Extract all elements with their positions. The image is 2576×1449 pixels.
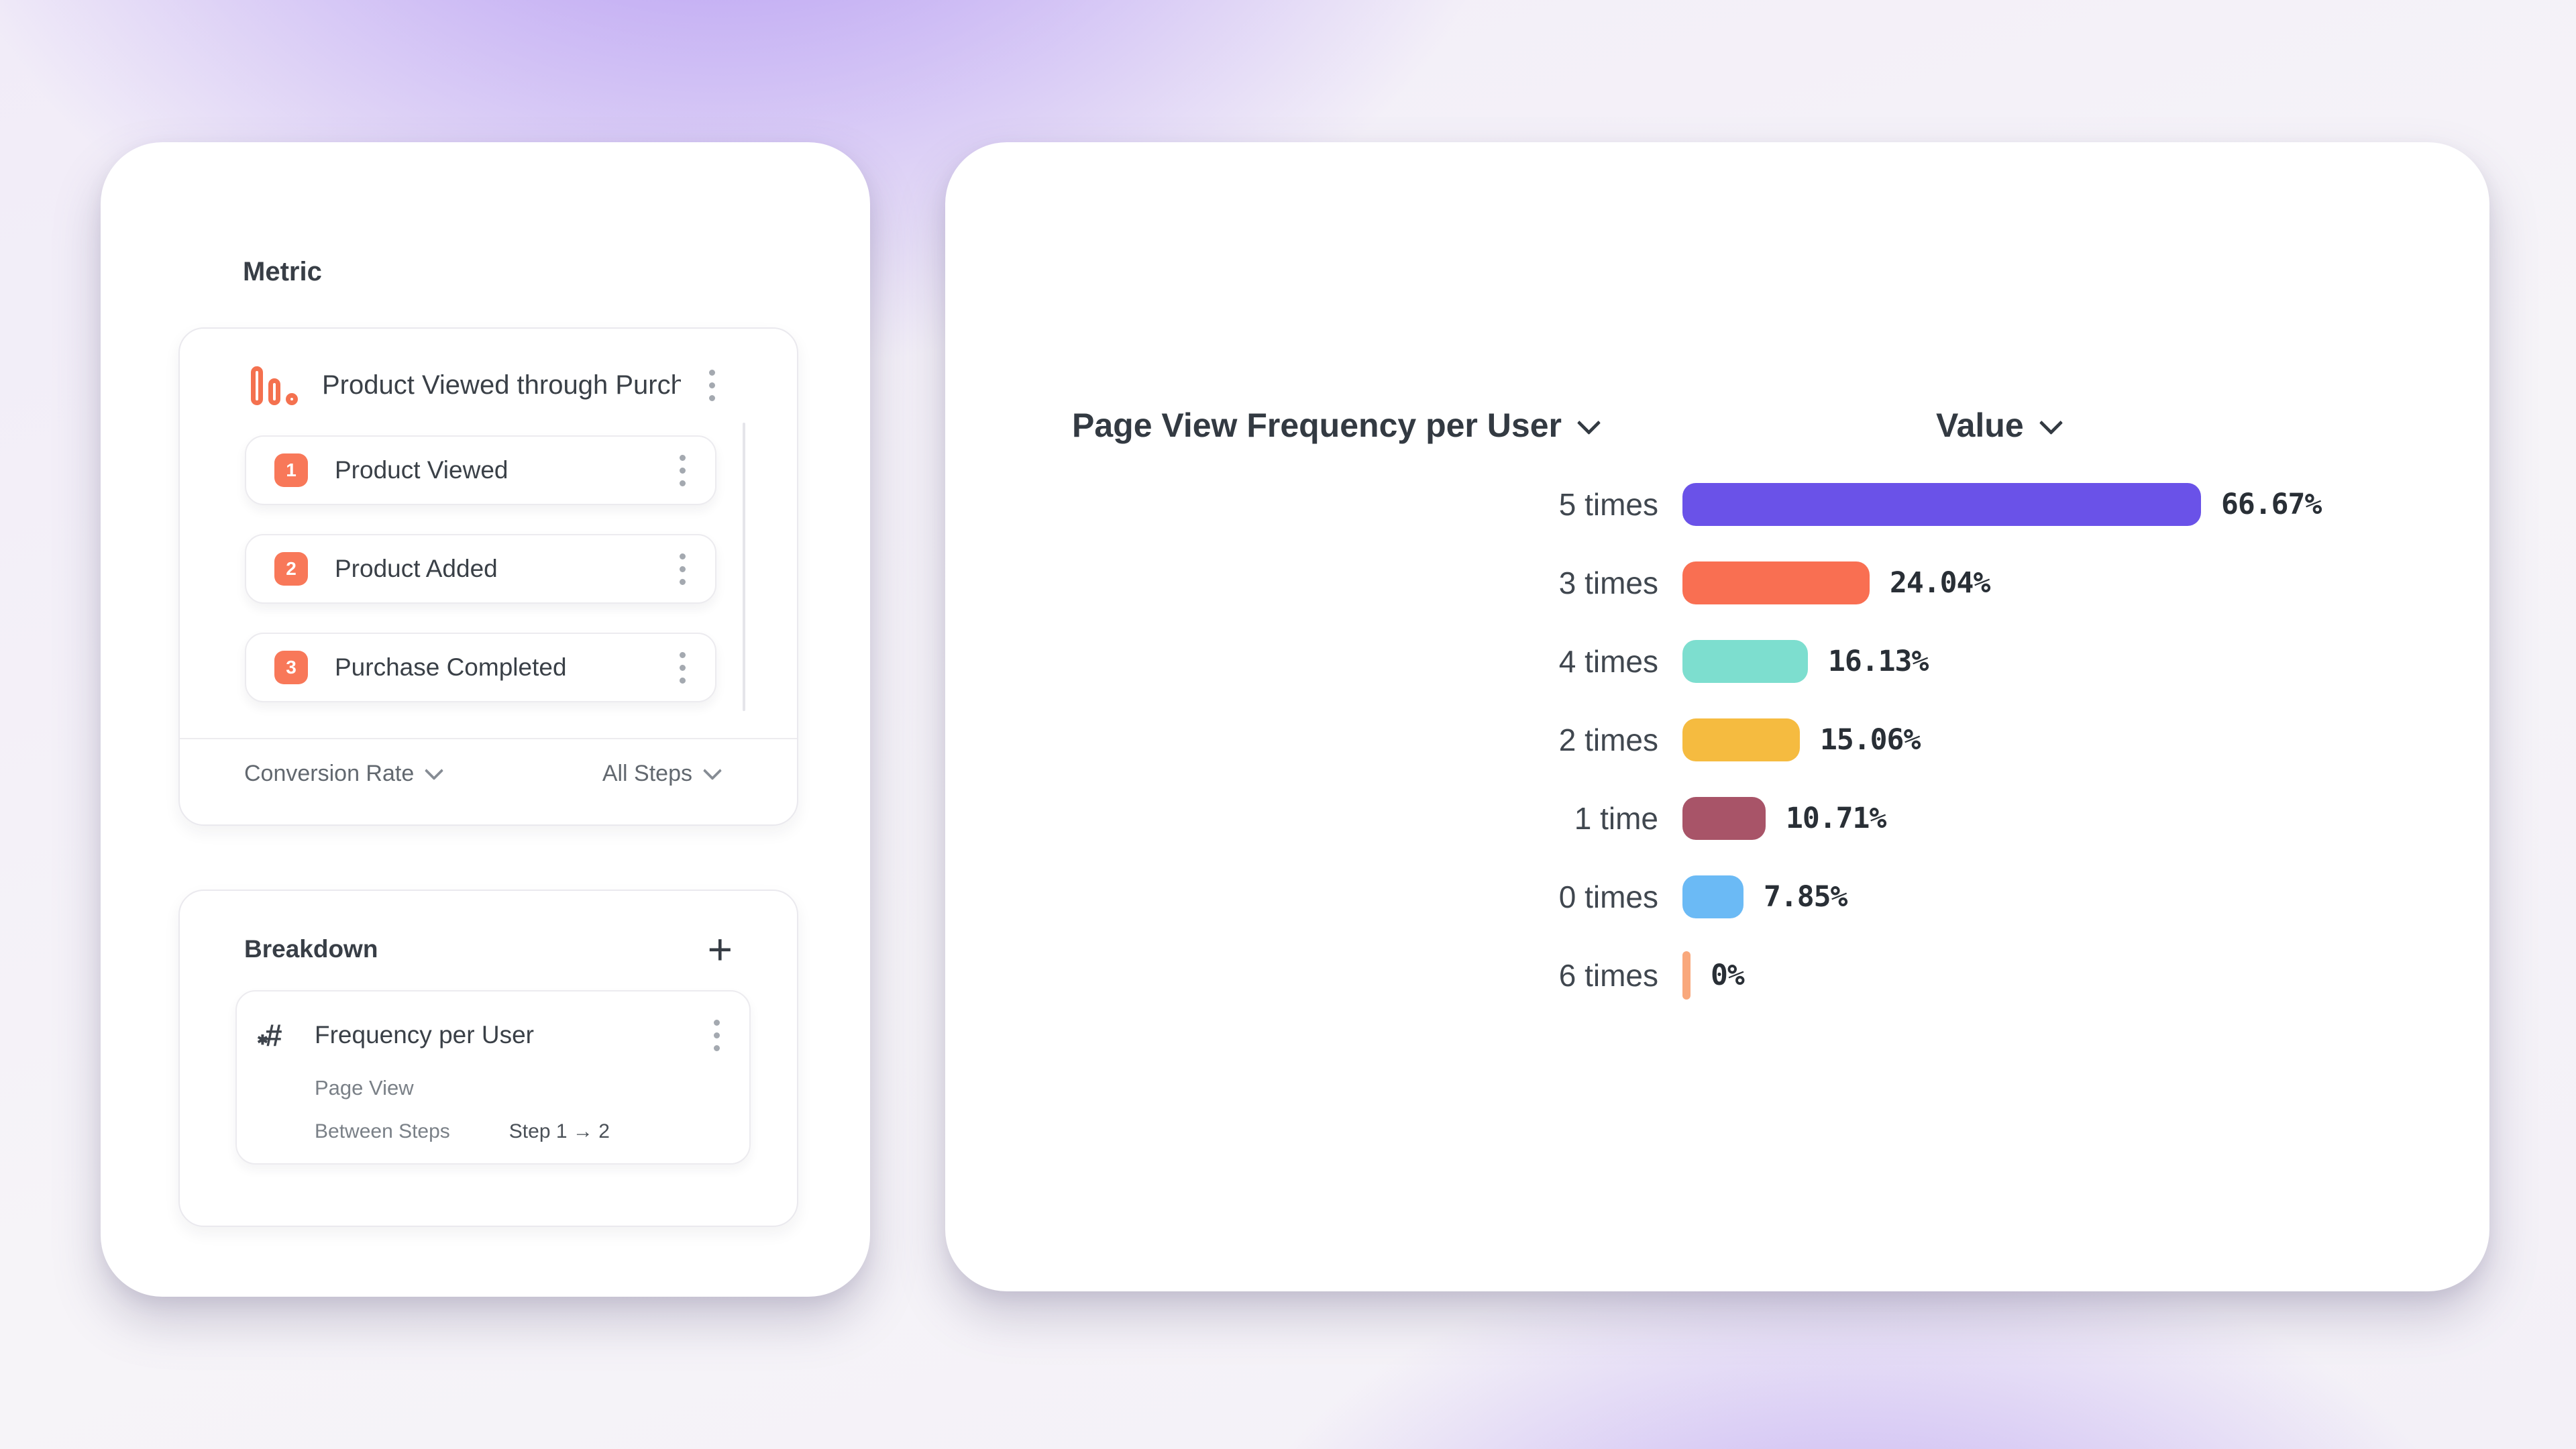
step-number-badge: 3 bbox=[274, 651, 308, 684]
chevron-down-icon bbox=[702, 761, 722, 781]
breakdown-property-row: # ✱ Frequency per User bbox=[257, 1010, 724, 1060]
category-label: 6 times bbox=[1558, 957, 1658, 993]
step-kebab-menu-icon[interactable] bbox=[676, 549, 690, 589]
step-label: Purchase Completed bbox=[335, 653, 567, 681]
value-label: 0% bbox=[1711, 958, 1745, 992]
value-label: 24.04% bbox=[1890, 566, 1990, 600]
metric-footer-divider bbox=[180, 738, 797, 739]
bar-chart: 5 times 66.67% 3 times 24.04% 4 times 16… bbox=[945, 465, 2489, 1014]
chart-row: 2 times 15.06% bbox=[945, 700, 2489, 779]
funnel-kebab-menu-icon[interactable] bbox=[705, 366, 719, 405]
chart-row: 0 times 7.85% bbox=[945, 857, 2489, 936]
breakdown-kebab-menu-icon[interactable] bbox=[710, 1016, 724, 1055]
value-label: 66.67% bbox=[2221, 487, 2322, 521]
funnel-step-2[interactable]: 2 Product Added bbox=[245, 534, 716, 604]
category-label: 1 time bbox=[1574, 800, 1658, 836]
breakdown-property-name: Frequency per User bbox=[315, 1021, 534, 1049]
category-label: 0 times bbox=[1558, 879, 1658, 914]
category-label: 4 times bbox=[1558, 643, 1658, 679]
chevron-down-icon bbox=[2039, 411, 2063, 435]
bar[interactable] bbox=[1682, 875, 1743, 918]
category-label: 2 times bbox=[1558, 722, 1658, 757]
step-number-badge: 2 bbox=[274, 552, 308, 586]
bar[interactable] bbox=[1682, 951, 1690, 1000]
steps-scrollbar[interactable] bbox=[743, 423, 745, 711]
bar[interactable] bbox=[1682, 639, 1808, 683]
step-range-value[interactable]: Step 1 → 2 bbox=[508, 1120, 610, 1142]
between-steps-label: Between Steps bbox=[315, 1120, 450, 1142]
query-builder-panel: Metric Product Viewed through Purch... 1… bbox=[101, 142, 870, 1297]
chart-panel: Page View Frequency per User Value 5 tim… bbox=[945, 142, 2489, 1291]
breakdown-card: Breakdown + # ✱ Frequency per User Page V… bbox=[178, 890, 798, 1227]
chevron-down-icon bbox=[425, 761, 444, 781]
steps-scope-dropdown-label: All Steps bbox=[602, 760, 692, 786]
value-label: 7.85% bbox=[1764, 879, 1847, 914]
breakdown-section-title: Breakdown bbox=[244, 935, 378, 963]
chart-series-label: Page View Frequency per User bbox=[1072, 407, 1562, 444]
breakdown-property-card[interactable]: # ✱ Frequency per User Page View Between … bbox=[235, 990, 751, 1165]
value-label: 10.71% bbox=[1786, 801, 1886, 835]
measurement-dropdown[interactable]: Conversion Rate bbox=[244, 760, 444, 787]
metric-footer: Conversion Rate All Steps bbox=[244, 731, 722, 816]
step-label: Product Viewed bbox=[335, 456, 508, 484]
step-kebab-menu-icon[interactable] bbox=[676, 451, 690, 490]
add-breakdown-button[interactable]: + bbox=[707, 925, 733, 973]
chart-value-dropdown[interactable]: Value bbox=[1936, 406, 2063, 445]
step-label: Product Added bbox=[335, 555, 498, 582]
funnel-step-1[interactable]: 1 Product Viewed bbox=[245, 435, 716, 505]
bar[interactable] bbox=[1682, 482, 2201, 526]
funnel-name: Product Viewed through Purch... bbox=[322, 370, 681, 400]
value-label: 15.06% bbox=[1820, 722, 1921, 757]
chart-row: 4 times 16.13% bbox=[945, 622, 2489, 700]
funnel-chart-icon bbox=[251, 365, 298, 405]
metric-card: Product Viewed through Purch... 1 Produc… bbox=[178, 327, 798, 826]
funnel-steps-list: 1 Product Viewed 2 Product Added 3 Purch… bbox=[245, 435, 716, 702]
breakdown-header: Breakdown + bbox=[180, 891, 797, 973]
funnel-step-3[interactable]: 3 Purchase Completed bbox=[245, 633, 716, 702]
numeric-property-hash-icon: # ✱ bbox=[257, 1018, 282, 1053]
measurement-dropdown-label: Conversion Rate bbox=[244, 760, 415, 786]
bar[interactable] bbox=[1682, 561, 1870, 604]
chart-row: 1 time 10.71% bbox=[945, 779, 2489, 857]
breakdown-between-steps-row: Between Steps Step 1 → 2 bbox=[315, 1111, 724, 1152]
breakdown-event-name: Page View bbox=[315, 1076, 414, 1099]
bar[interactable] bbox=[1682, 796, 1766, 840]
metric-section-title: Metric bbox=[243, 257, 322, 286]
chart-series-dropdown[interactable]: Page View Frequency per User bbox=[1072, 406, 1601, 445]
steps-scope-dropdown[interactable]: All Steps bbox=[602, 760, 722, 787]
chart-row: 3 times 24.04% bbox=[945, 543, 2489, 622]
chart-row: 6 times 0% bbox=[945, 936, 2489, 1014]
chart-row: 5 times 66.67% bbox=[945, 465, 2489, 543]
funnel-header-row[interactable]: Product Viewed through Purch... bbox=[180, 329, 797, 432]
chevron-down-icon bbox=[1576, 411, 1601, 435]
category-label: 3 times bbox=[1558, 565, 1658, 600]
category-label: 5 times bbox=[1558, 486, 1658, 522]
value-label: 16.13% bbox=[1828, 644, 1929, 678]
step-kebab-menu-icon[interactable] bbox=[676, 648, 690, 688]
chart-value-label: Value bbox=[1936, 407, 2024, 444]
bar[interactable] bbox=[1682, 718, 1800, 761]
step-number-badge: 1 bbox=[274, 453, 308, 487]
